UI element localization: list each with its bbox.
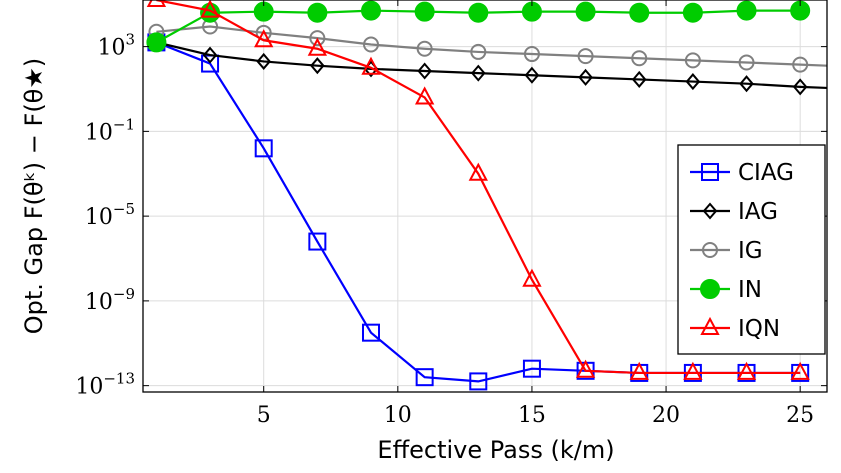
series-in xyxy=(146,0,811,53)
y-axis-title-text: Opt. Gap F(θᵏ) − F(θ★) xyxy=(20,58,48,335)
axis-ticks: 5 10 15 20 25 103 10−1 10−5 10−9 10−13 xyxy=(75,0,827,428)
legend-item-in: IN xyxy=(690,277,762,303)
y-axis-title: Opt. Gap F(θᵏ) − F(θ★) xyxy=(20,58,48,335)
data-point-ig xyxy=(363,36,379,53)
data-point-in xyxy=(468,2,489,23)
data-point-iqn xyxy=(575,359,596,378)
data-point-ig xyxy=(631,50,648,67)
data-point-iag xyxy=(470,64,486,82)
data-point-in xyxy=(146,32,167,53)
data-point-iag xyxy=(256,52,272,70)
data-point-iqn xyxy=(468,162,488,181)
data-point-in xyxy=(682,2,703,23)
series-iag xyxy=(149,33,828,96)
legend-label: IN xyxy=(738,277,762,303)
series-ig xyxy=(148,18,828,73)
data-point-iqn xyxy=(361,56,381,75)
legend-item-ig: IG xyxy=(690,238,763,264)
data-point-ciag xyxy=(415,368,434,387)
y-tick-label: 10−9 xyxy=(85,285,135,315)
data-point-in xyxy=(361,0,381,21)
legend-marker xyxy=(701,163,719,181)
x-tick-label: 5 xyxy=(257,403,271,428)
y-tick-label: 10−1 xyxy=(85,115,135,145)
data-point-iag xyxy=(631,70,647,88)
legend-item-ciag: CIAG xyxy=(690,160,794,186)
data-point-in xyxy=(736,0,757,21)
data-point-iqn xyxy=(629,361,649,380)
data-point-iag xyxy=(310,57,325,75)
y-tick-label: 10−13 xyxy=(75,370,135,400)
data-point-iqn xyxy=(254,29,274,48)
data-point-iqn xyxy=(200,0,220,18)
data-point-iqn xyxy=(146,0,167,7)
data-point-iag xyxy=(685,73,701,91)
legend-label: IQN xyxy=(738,316,780,342)
data-point-ciag xyxy=(308,232,327,251)
x-axis-title-text: Effective Pass (k/m) xyxy=(377,436,614,464)
data-point-in xyxy=(629,2,650,23)
data-point-ig xyxy=(792,56,809,73)
data-point-ig xyxy=(738,54,755,71)
x-tick-label: 20 xyxy=(652,403,680,428)
legend-item-iqn: IQN xyxy=(690,316,780,342)
series-iqn xyxy=(146,0,810,380)
data-point-iag xyxy=(417,62,432,80)
data-point-iag xyxy=(792,78,808,96)
data-point-iag xyxy=(578,68,593,86)
data-point-in xyxy=(414,1,435,22)
series-line-ig xyxy=(156,25,828,67)
x-tick-label: 15 xyxy=(518,403,546,428)
legend-label: IG xyxy=(738,238,763,264)
legend-marker xyxy=(702,242,718,258)
data-point-ciag xyxy=(522,359,541,378)
data-point-ig xyxy=(470,43,487,60)
data-point-iqn xyxy=(414,86,435,105)
data-point-ig xyxy=(523,46,540,63)
x-axis-title: Effective Pass (k/m) xyxy=(377,436,614,464)
data-point-iqn xyxy=(522,268,542,287)
data-point-ig xyxy=(416,40,433,57)
plot-frame xyxy=(142,0,828,393)
legend-item-iag: IAG xyxy=(690,199,778,225)
data-point-ciag xyxy=(254,139,273,158)
series-line-iqn xyxy=(156,0,801,375)
data-point-ig xyxy=(309,30,326,47)
data-point-iqn xyxy=(736,361,757,380)
data-point-iqn xyxy=(790,361,810,380)
data-point-ig xyxy=(684,52,701,69)
legend-marker xyxy=(700,316,720,335)
data-point-ig xyxy=(577,48,594,65)
data-point-iag xyxy=(739,75,754,93)
y-tick-label: 103 xyxy=(97,31,135,61)
data-point-iqn xyxy=(307,37,328,56)
data-point-in xyxy=(575,1,596,22)
legend-label: IAG xyxy=(738,199,778,225)
legend-marker xyxy=(702,202,718,220)
legend-label: CIAG xyxy=(738,160,794,186)
series-layer xyxy=(146,0,828,391)
x-tick-label: 25 xyxy=(786,403,814,428)
data-point-in xyxy=(307,2,328,23)
x-tick-label: 10 xyxy=(384,403,412,428)
legend-marker xyxy=(700,279,720,299)
y-tick-label: 10−5 xyxy=(85,200,135,230)
data-point-ciag xyxy=(362,323,380,342)
data-point-iag xyxy=(202,46,218,64)
data-point-iqn xyxy=(683,361,703,380)
data-point-iag xyxy=(524,66,540,84)
series-line-iag xyxy=(156,41,828,90)
data-point-ciag xyxy=(469,372,488,391)
legend: CIAG IAG IG IN IQN xyxy=(677,144,826,355)
